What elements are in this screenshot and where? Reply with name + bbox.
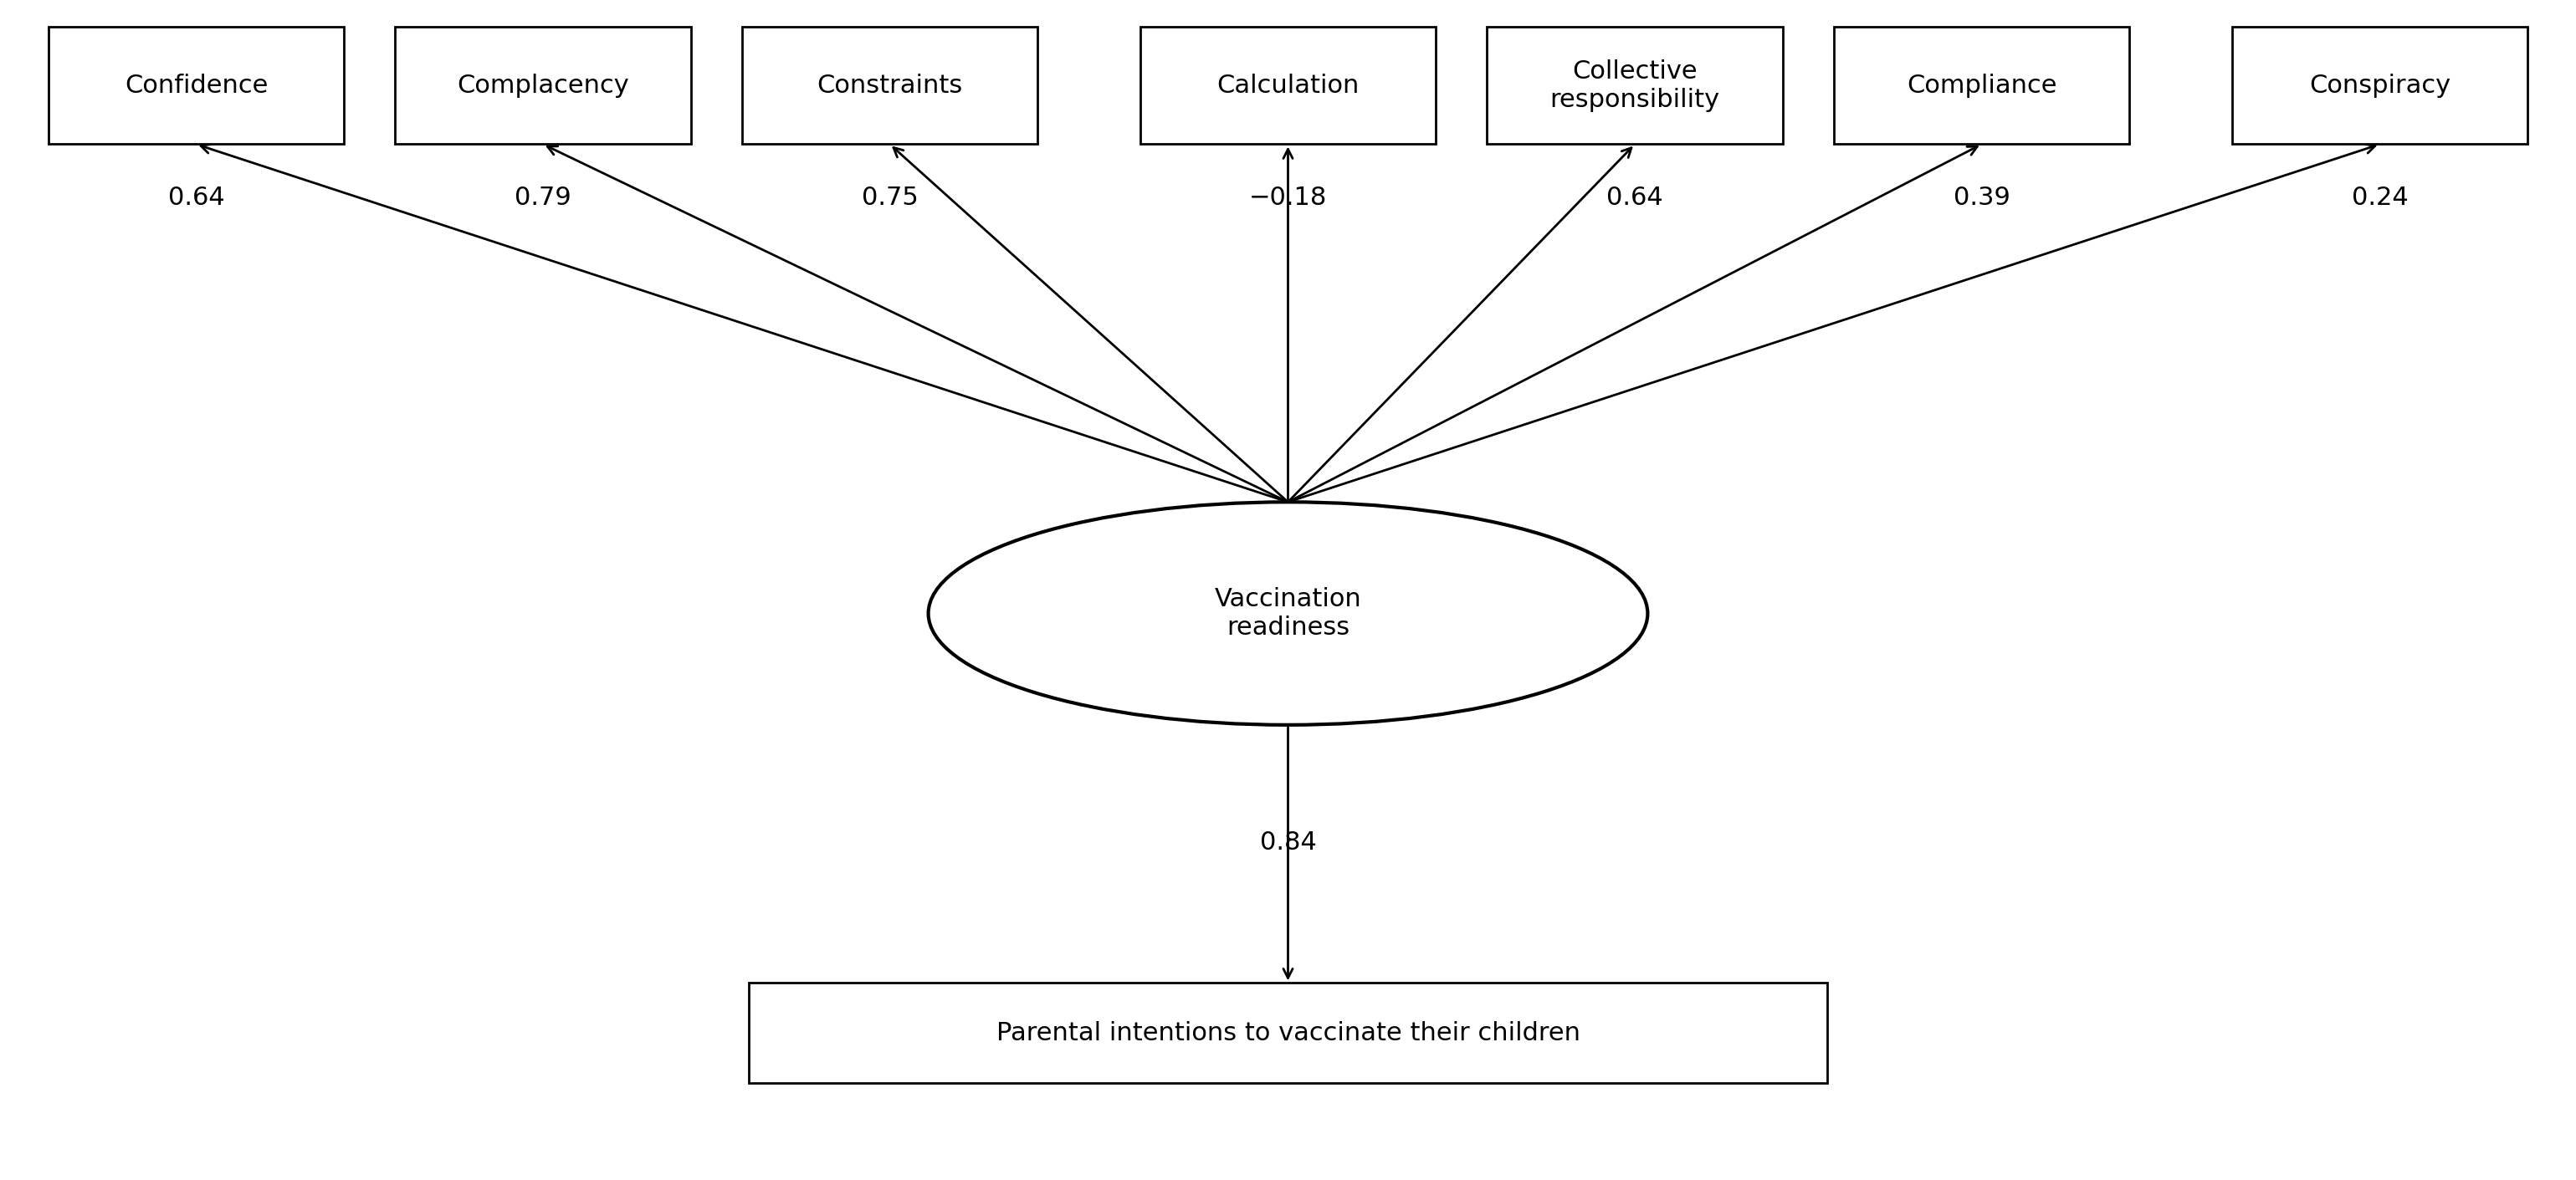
FancyBboxPatch shape bbox=[49, 27, 343, 144]
Text: 0.24: 0.24 bbox=[2352, 185, 2409, 210]
FancyBboxPatch shape bbox=[2233, 27, 2527, 144]
Ellipse shape bbox=[927, 502, 1649, 725]
FancyBboxPatch shape bbox=[1834, 27, 2130, 144]
FancyBboxPatch shape bbox=[394, 27, 690, 144]
Text: Constraints: Constraints bbox=[817, 73, 963, 98]
FancyBboxPatch shape bbox=[1141, 27, 1435, 144]
Text: Confidence: Confidence bbox=[124, 73, 268, 98]
Text: 0.84: 0.84 bbox=[1260, 830, 1316, 854]
FancyBboxPatch shape bbox=[1486, 27, 1783, 144]
Text: Compliance: Compliance bbox=[1906, 73, 2056, 98]
Text: 0.79: 0.79 bbox=[515, 185, 572, 210]
Text: Conspiracy: Conspiracy bbox=[2308, 73, 2450, 98]
Text: Parental intentions to vaccinate their children: Parental intentions to vaccinate their c… bbox=[997, 1021, 1579, 1045]
Text: 0.39: 0.39 bbox=[1953, 185, 2009, 210]
Text: Vaccination
readiness: Vaccination readiness bbox=[1213, 588, 1363, 640]
Text: Complacency: Complacency bbox=[456, 73, 629, 98]
FancyBboxPatch shape bbox=[742, 27, 1038, 144]
Text: Calculation: Calculation bbox=[1216, 73, 1360, 98]
Text: −0.18: −0.18 bbox=[1249, 185, 1327, 210]
Text: Collective
responsibility: Collective responsibility bbox=[1551, 59, 1721, 112]
Text: 0.75: 0.75 bbox=[860, 185, 917, 210]
Text: 0.64: 0.64 bbox=[1607, 185, 1664, 210]
FancyBboxPatch shape bbox=[750, 983, 1826, 1083]
Text: 0.64: 0.64 bbox=[167, 185, 224, 210]
